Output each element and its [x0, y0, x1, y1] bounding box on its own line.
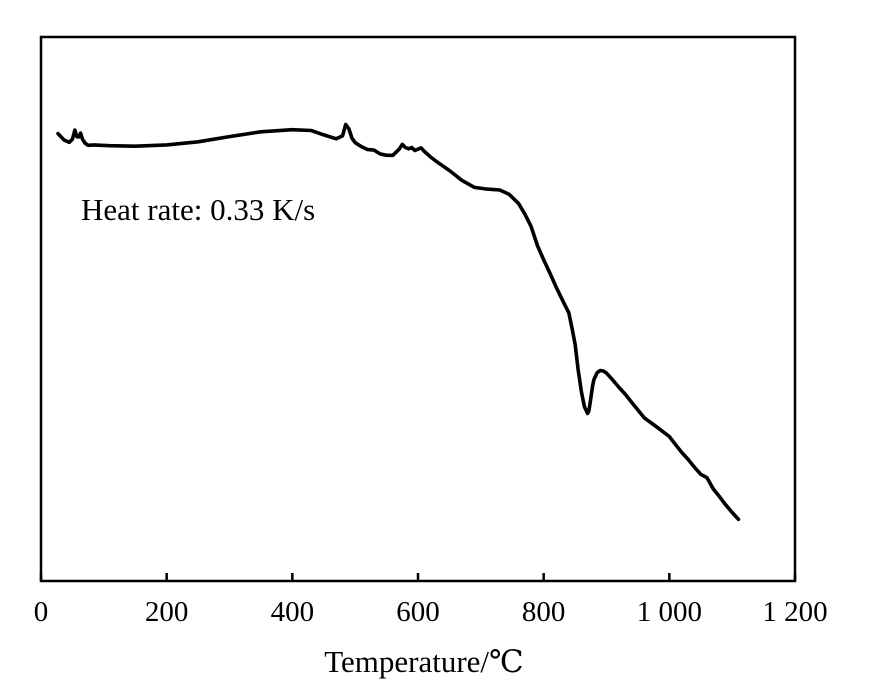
- x-tick-label-1000: 1 000: [637, 596, 702, 628]
- annotation-heat-rate: Heat rate: 0.33 K/s: [81, 192, 315, 227]
- x-tick-label-0: 0: [34, 596, 49, 628]
- x-tick-label-1200: 1 200: [762, 596, 827, 628]
- x-tick-label-400: 400: [271, 596, 315, 628]
- x-axis-tick-labels: 0 200 400 600 800 1 000 1 200: [34, 596, 828, 628]
- x-tick-label-200: 200: [145, 596, 189, 628]
- x-axis-ticks: [39, 573, 797, 581]
- series-line: [56, 122, 741, 522]
- x-axis-title: Temperature/℃: [324, 644, 523, 679]
- x-tick-label-600: 600: [396, 596, 440, 628]
- x-tick-label-800: 800: [522, 596, 566, 628]
- plot-frame: [39, 35, 797, 583]
